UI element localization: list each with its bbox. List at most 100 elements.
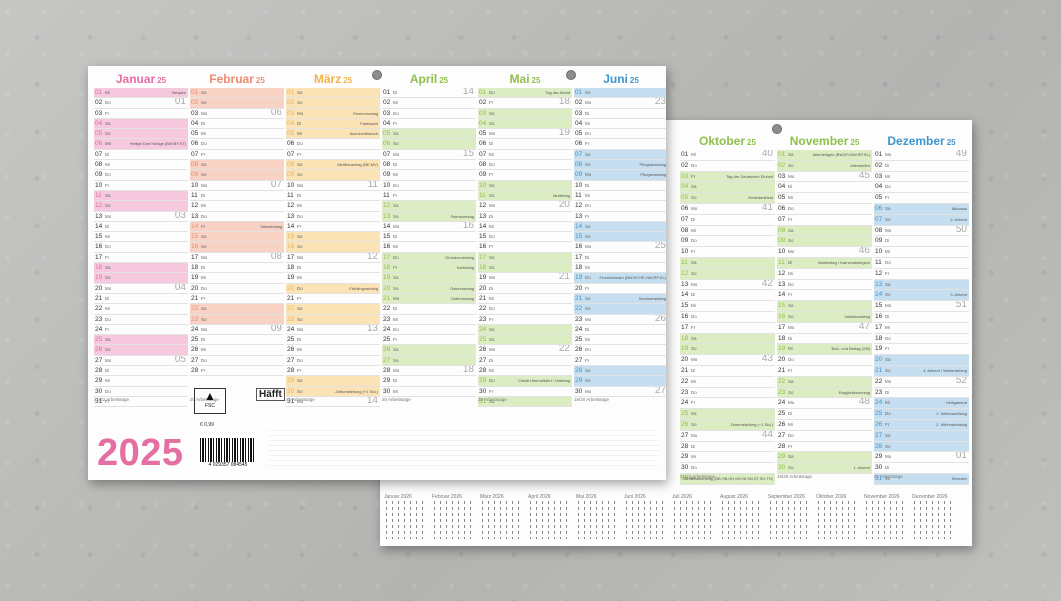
day-row[interactable]: 26 Mi [286, 345, 380, 356]
day-row[interactable]: 26 So [94, 345, 188, 356]
day-row[interactable]: 14 Mi [478, 222, 572, 233]
day-row[interactable]: 09 Mi [382, 170, 476, 181]
day-row[interactable]: 15 Sa [777, 301, 872, 312]
day-row[interactable]: 26 Sa [382, 345, 476, 356]
day-row[interactable]: 10 Mi [874, 247, 969, 258]
day-row[interactable]: 20 Do [190, 284, 284, 294]
day-row[interactable]: 29 Sa [286, 376, 380, 387]
day-row[interactable]: 28 Sa [574, 366, 666, 377]
day-row[interactable]: 25 Di [777, 409, 872, 420]
day-row[interactable]: 03 Mo Rosenmontag [286, 108, 380, 119]
day-row[interactable]: 14 Fr [286, 222, 380, 233]
day-row[interactable]: 23 Di [874, 388, 969, 399]
day-row[interactable]: 18 Sa [94, 263, 188, 274]
day-row[interactable]: 14 Fr [777, 290, 872, 302]
day-row[interactable]: 14 Fr Valentinstag [190, 221, 284, 233]
day-row[interactable]: 07 Fr [190, 150, 284, 161]
day-row[interactable]: 08 So Pfingstsonntag [574, 160, 666, 171]
day-row[interactable]: 10 Fr [94, 181, 188, 191]
day-row[interactable]: 21 Sa Sommeranfang [574, 293, 666, 305]
day-row[interactable]: 01 Sa [286, 88, 380, 99]
day-row[interactable]: 28 Fr [777, 442, 872, 453]
day-row[interactable]: 04 Sa [94, 118, 188, 130]
day-row[interactable]: 08 Sa [190, 160, 284, 171]
day-row[interactable]: 08 Sa [777, 225, 872, 237]
day-row[interactable]: 28 Mo 18 [382, 366, 476, 377]
day-row[interactable]: 09 So [190, 170, 284, 181]
day-row[interactable]: 22 Mi [94, 304, 188, 315]
day-row[interactable]: 15 Mi [680, 301, 775, 312]
day-row[interactable]: 04 Di Fastnacht [286, 118, 380, 130]
day-row[interactable]: 02 So [286, 98, 380, 109]
day-row[interactable]: 21 So 4. Advent / Winteranfang [874, 365, 969, 377]
day-row[interactable]: 07 Di [94, 150, 188, 161]
day-row[interactable]: 29 Mi [94, 376, 188, 387]
day-row[interactable]: 19 Mi Buß- und Bettag (SN) [777, 344, 872, 356]
day-row[interactable]: 23 Do [680, 388, 775, 399]
day-row[interactable]: 06 Di [478, 139, 572, 150]
day-row[interactable]: 25 Fr [382, 335, 476, 346]
day-row[interactable]: 12 Do [574, 201, 666, 212]
day-row[interactable]: 26 Mi [777, 420, 872, 431]
day-row[interactable]: 19 Mi [190, 273, 284, 284]
day-row[interactable]: 02 Mo 23 [574, 98, 666, 109]
day-row[interactable]: 21 Di [94, 294, 188, 305]
day-row[interactable]: 01 Sa [190, 88, 284, 99]
day-row[interactable]: 24 Sa [478, 324, 572, 336]
day-row[interactable]: 12 So [94, 201, 188, 212]
day-row[interactable]: 18 Mi [574, 263, 666, 274]
day-row[interactable]: 26 So Zeitumstellung (−1 Std.) [680, 419, 775, 431]
day-row[interactable]: 23 So Ewigkeitssonntag [777, 387, 872, 399]
day-row[interactable]: 24 Mo 13 [286, 325, 380, 336]
day-row[interactable]: 23 So [286, 314, 380, 325]
day-row[interactable]: 21 Mo Ostermontag [382, 293, 476, 305]
day-row[interactable]: 26 Fr 2. Weihnachtstag [874, 419, 969, 431]
day-row[interactable]: 06 Do [190, 139, 284, 150]
day-row[interactable]: 29 Do Christi Himmelfahrt / Vatertag [478, 376, 572, 387]
day-row[interactable]: 18 Do [874, 334, 969, 345]
day-row[interactable]: 04 Do [874, 182, 969, 194]
day-row[interactable]: 07 Sa [574, 149, 666, 161]
day-row[interactable]: 27 Mo 44 [680, 431, 775, 442]
day-row[interactable]: 20 Do [777, 355, 872, 366]
day-row[interactable]: 29 Mi [680, 452, 775, 464]
day-row[interactable]: 06 Do [777, 204, 872, 215]
day-row[interactable]: 22 Sa [286, 304, 380, 315]
day-row[interactable]: 28 Di [94, 366, 188, 377]
day-row[interactable]: 29 Mo 01 [874, 452, 969, 464]
day-row[interactable]: 22 Mi [680, 377, 775, 388]
day-row[interactable]: 04 Sa [680, 182, 775, 194]
day-row[interactable]: 06 Sa Nikolaus [874, 203, 969, 215]
day-row[interactable]: 27 Do [190, 356, 284, 367]
day-row[interactable]: 22 Sa [777, 376, 872, 388]
day-row[interactable]: 18 Sa [680, 333, 775, 345]
day-row[interactable]: 17 Do Gründonnerstag [382, 252, 476, 264]
day-row[interactable]: 13 Di [478, 212, 572, 222]
day-row[interactable]: 03 Mo 45 [777, 172, 872, 183]
day-row[interactable]: 26 Mo 22 [478, 345, 572, 356]
day-row[interactable]: 31 Mi Silvester [874, 473, 969, 485]
day-row[interactable]: 16 Di [874, 312, 969, 323]
day-row[interactable]: 16 Do [94, 242, 188, 253]
day-row[interactable]: 13 Mo 42 [680, 280, 775, 291]
day-row[interactable]: 25 Di [190, 335, 284, 346]
day-row[interactable]: 08 Di [382, 160, 476, 171]
day-row[interactable]: 03 Sa [478, 108, 572, 119]
day-row[interactable]: 15 So [574, 232, 666, 243]
day-row[interactable]: 25 Mi [574, 335, 666, 346]
day-row[interactable]: 26 Do [574, 345, 666, 356]
day-row[interactable]: 02 Fr 18 [478, 98, 572, 109]
day-row[interactable]: 15 Mo 51 [874, 301, 969, 312]
day-row[interactable]: 11 Sa [94, 190, 188, 202]
day-row[interactable]: 13 Do [777, 280, 872, 291]
day-row[interactable]: 03 Fr Tag der Deutschen Einheit [680, 171, 775, 183]
day-row[interactable]: 11 Sa [680, 257, 775, 269]
day-row[interactable]: 09 Mo Pfingstmontag [574, 170, 666, 181]
day-row[interactable]: 23 Mo 26 [574, 315, 666, 325]
day-row[interactable]: 14 Di [680, 290, 775, 302]
day-row[interactable]: 17 Mo 47 [777, 323, 872, 334]
day-row[interactable]: 21 Fr [777, 366, 872, 377]
day-row[interactable]: 24 Fr [680, 398, 775, 410]
day-row[interactable]: 04 Mi [574, 119, 666, 130]
day-row[interactable]: 22 So [574, 304, 666, 315]
